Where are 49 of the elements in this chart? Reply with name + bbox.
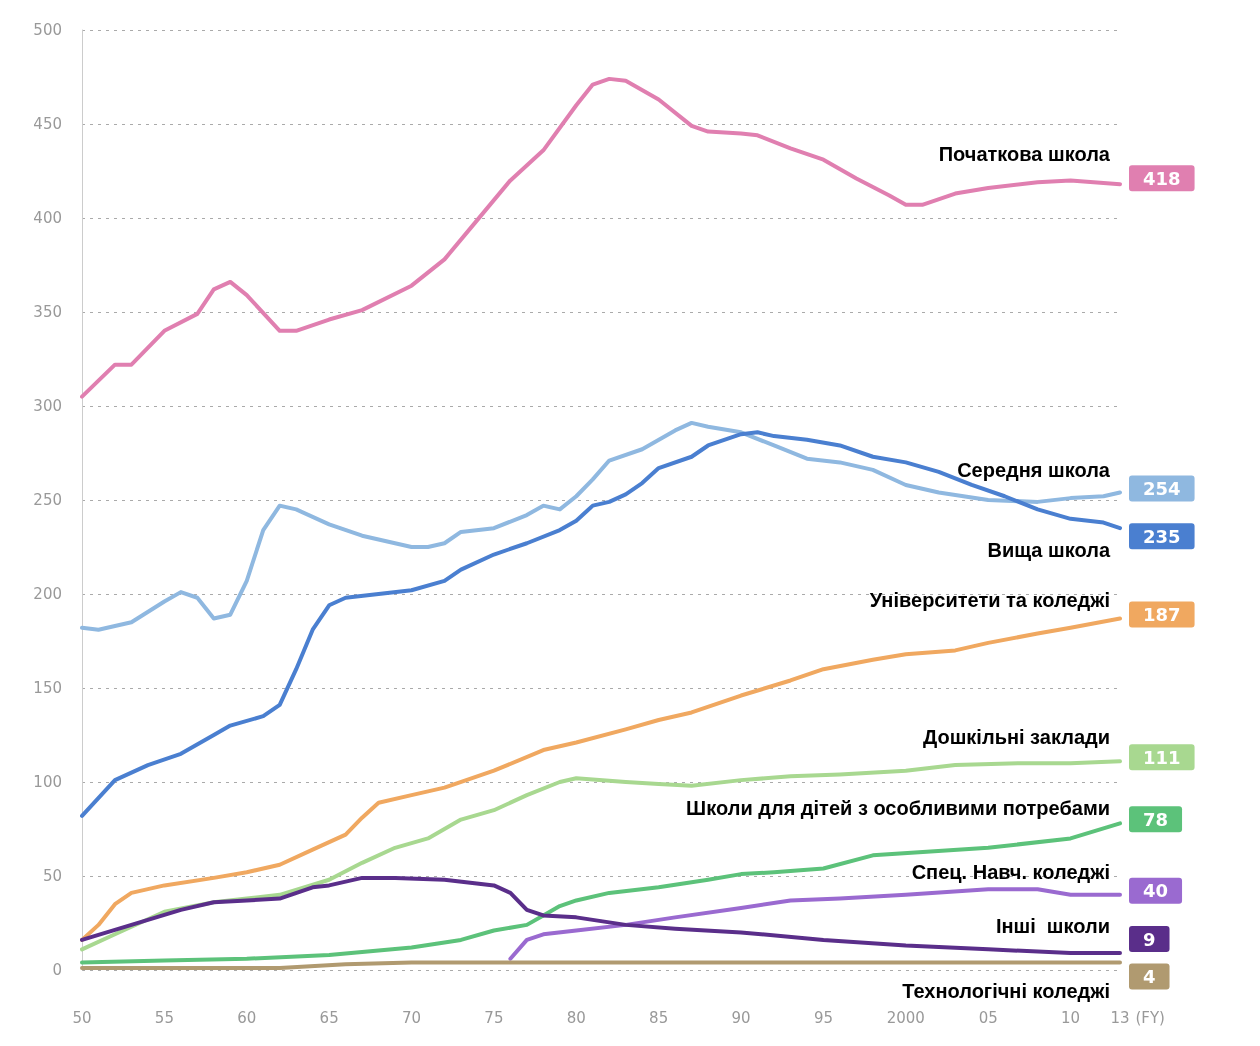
data-label: 254	[1143, 477, 1181, 499]
data-label: 235	[1143, 525, 1181, 547]
line-series	[80, 420, 1122, 632]
y-tick-label: 350	[33, 303, 62, 321]
x-tick-label: 05	[978, 1008, 998, 1027]
data-label: 9	[1143, 928, 1156, 950]
data-label: 187	[1143, 603, 1181, 625]
x-tick-label: 55	[154, 1008, 174, 1027]
data-label: 418	[1143, 167, 1181, 189]
x-tick-label: 10	[1061, 1008, 1081, 1027]
x-tick-label: 13	[1110, 1008, 1130, 1027]
line-series	[508, 887, 1122, 961]
series-label: Початкова школа	[938, 143, 1111, 166]
x-tick-label: 50	[72, 1008, 92, 1027]
y-tick-label: 150	[33, 679, 62, 697]
x-tick-label: 80	[566, 1008, 586, 1027]
line-series	[80, 430, 1122, 818]
legend-label: Школи для дітей з особливими потребами	[686, 797, 1110, 820]
x-axis-title: (FY)	[1135, 1008, 1165, 1027]
line-series	[80, 76, 1122, 399]
x-tick-label: 70	[401, 1008, 422, 1027]
series-label: Дошкільні заклади	[922, 726, 1110, 749]
data-label: 111	[1143, 746, 1181, 768]
x-tick-label: 2000	[886, 1008, 925, 1027]
x-tick-label: 90	[731, 1008, 751, 1027]
y-tick-label: 100	[33, 773, 62, 791]
line-series	[80, 821, 1122, 965]
legend-label: Вища школа	[987, 539, 1111, 562]
data-label: 40	[1143, 880, 1169, 902]
y-tick-label: 200	[33, 585, 62, 603]
x-tick-label: 60	[237, 1008, 257, 1027]
x-tick-label: 95	[813, 1008, 833, 1027]
y-tick-label: 50	[42, 867, 62, 885]
y-tick-label: 300	[33, 397, 62, 415]
data-label: 78	[1143, 808, 1169, 830]
series-label: Спец. Навч. коледжі	[911, 860, 1110, 883]
legend-label: Університети та коледжі	[869, 589, 1110, 612]
y-tick-label: 250	[33, 491, 62, 509]
series-label: Середня школа	[957, 459, 1111, 482]
x-tick-label: 85	[649, 1008, 669, 1027]
y-tick-label: 0	[52, 961, 62, 979]
x-tick-label: 75	[484, 1008, 504, 1027]
series-label: Технологічні коледжі	[902, 980, 1110, 1003]
data-label: 4	[1143, 965, 1156, 987]
y-tick-label: 400	[33, 209, 62, 227]
y-tick-label: 450	[33, 115, 62, 133]
legend-label: Інші школи	[995, 915, 1110, 938]
x-tick-label: 65	[319, 1008, 339, 1027]
y-tick-label: 500	[33, 21, 62, 39]
